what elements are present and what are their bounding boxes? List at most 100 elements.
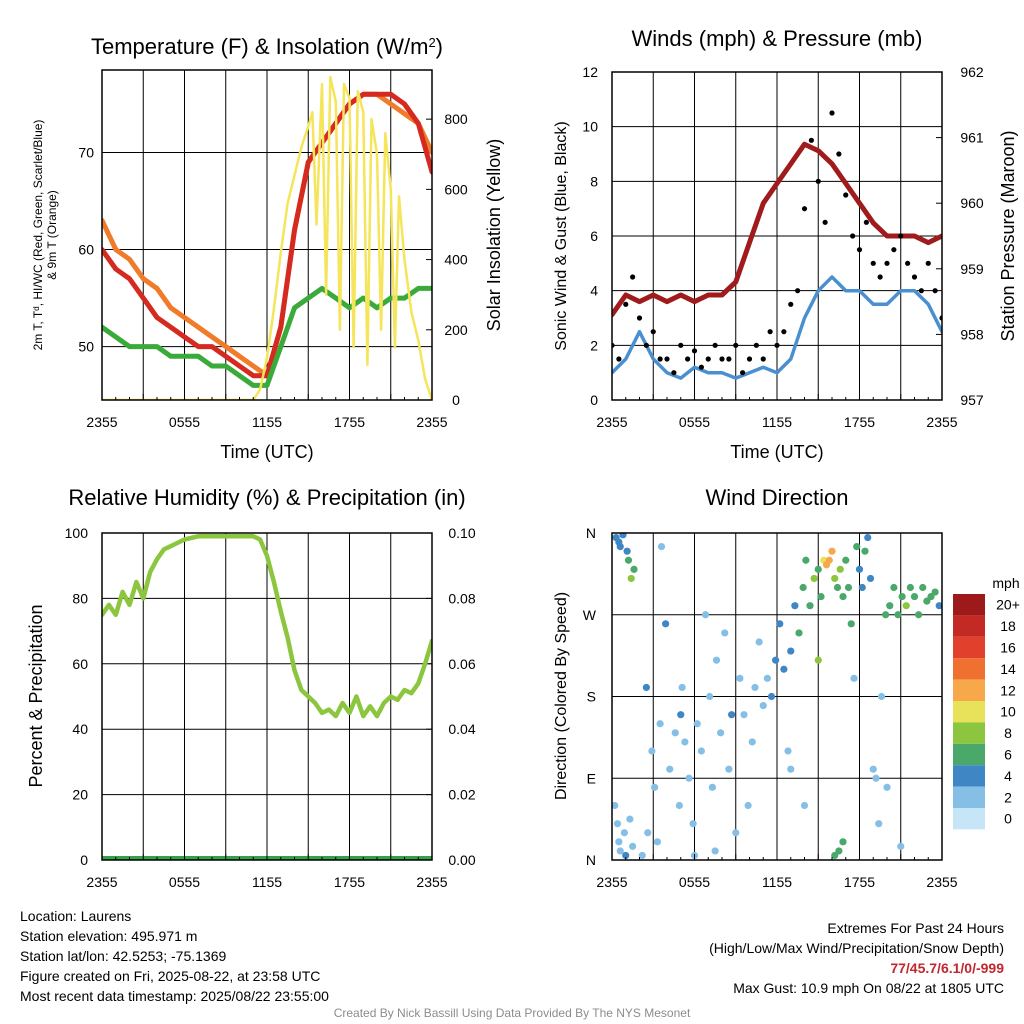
legend-label: 20+ bbox=[996, 597, 1020, 613]
gust-point bbox=[664, 356, 670, 362]
rh-line bbox=[102, 534, 432, 719]
direction-point bbox=[626, 815, 634, 823]
direction-point bbox=[675, 801, 683, 810]
legend-label: 12 bbox=[1000, 682, 1016, 698]
chart-title: Relative Humidity (%) & Precipitation (i… bbox=[68, 485, 465, 510]
chart-title: Wind Direction bbox=[705, 485, 848, 510]
direction-point bbox=[721, 629, 729, 637]
direction-point bbox=[850, 674, 858, 682]
direction-point bbox=[689, 820, 697, 828]
x-tick-label: 0555 bbox=[169, 874, 200, 890]
gust-point bbox=[884, 260, 890, 266]
gust-point bbox=[636, 315, 643, 321]
y-axis-label: Direction (Colored By Speed) bbox=[553, 592, 570, 800]
y-tick-label: 8 bbox=[590, 173, 598, 189]
direction-point bbox=[708, 783, 716, 791]
gust-point bbox=[767, 329, 773, 335]
direction-point bbox=[875, 820, 883, 828]
speed-legend: mph 20+ 18 16 14 12 10 8 6 4 2 0 bbox=[953, 575, 1020, 830]
direction-point bbox=[935, 602, 942, 610]
direction-point bbox=[906, 583, 914, 592]
direction-point bbox=[799, 583, 807, 592]
gust-point bbox=[781, 329, 787, 335]
y2-tick-label: 0.04 bbox=[448, 721, 475, 737]
direction-point bbox=[902, 602, 910, 610]
x-tick-label: 0555 bbox=[169, 414, 200, 430]
direction-point bbox=[831, 851, 839, 860]
direction-point bbox=[624, 556, 633, 564]
direction-point bbox=[894, 611, 902, 619]
direction-point bbox=[615, 838, 623, 846]
y-tick-label: N bbox=[586, 852, 596, 868]
direction-point bbox=[814, 565, 822, 573]
gust-point bbox=[726, 356, 732, 362]
x-tick-label: 1755 bbox=[844, 414, 875, 430]
gust-point bbox=[643, 342, 649, 348]
gust-point bbox=[788, 301, 794, 307]
direction-point bbox=[883, 783, 891, 791]
y-tick-label: E bbox=[587, 770, 596, 786]
y2-tick-label: 0.02 bbox=[448, 787, 475, 803]
y2-tick-label: 0.06 bbox=[448, 656, 475, 672]
gust-point bbox=[753, 342, 759, 348]
y2-tick-label: 960 bbox=[960, 195, 984, 211]
station-elevation: Station elevation: 495.971 m bbox=[20, 928, 198, 944]
direction-point bbox=[763, 674, 771, 682]
y-tick-label: 50 bbox=[78, 339, 94, 355]
direction-point bbox=[853, 543, 861, 551]
legend-swatch bbox=[953, 722, 985, 744]
y2-tick-label: 600 bbox=[444, 181, 468, 197]
direction-point bbox=[627, 574, 635, 583]
direction-point bbox=[630, 565, 638, 573]
gust-point bbox=[733, 342, 739, 348]
gust-point bbox=[630, 274, 636, 280]
series-line-2 bbox=[102, 285, 432, 388]
direction-point bbox=[814, 656, 822, 664]
direction-point bbox=[831, 574, 839, 583]
direction-point bbox=[869, 765, 877, 773]
direction-point bbox=[780, 665, 788, 673]
direction-point bbox=[800, 801, 809, 810]
x-tick-label: 2355 bbox=[416, 874, 447, 890]
y-tick-label: N bbox=[586, 525, 596, 541]
x-tick-label: 2355 bbox=[86, 414, 117, 430]
legend-swatch bbox=[953, 594, 985, 616]
gust-point bbox=[911, 274, 918, 280]
gust-point bbox=[891, 247, 897, 253]
gust-point bbox=[801, 206, 808, 212]
x-tick-label: 0555 bbox=[679, 414, 710, 430]
y-tick-label: S bbox=[587, 689, 596, 705]
direction-point bbox=[748, 738, 756, 746]
x-tick-label: 2355 bbox=[926, 414, 957, 430]
y2-tick-label: 958 bbox=[960, 326, 984, 342]
direction-point bbox=[767, 692, 776, 701]
y-tick-label: 80 bbox=[72, 590, 88, 606]
legend-label: 16 bbox=[1000, 640, 1016, 656]
gust-point bbox=[746, 356, 753, 362]
direction-point bbox=[898, 592, 906, 601]
direction-point bbox=[677, 711, 685, 719]
direction-point bbox=[616, 847, 624, 855]
direction-point bbox=[701, 611, 710, 619]
y2-tick-label: 400 bbox=[444, 252, 468, 268]
direction-point bbox=[759, 701, 767, 710]
y-tick-label: 60 bbox=[72, 656, 88, 672]
direction-point bbox=[712, 656, 721, 664]
legend-swatch bbox=[953, 679, 985, 701]
direction-point bbox=[817, 592, 825, 601]
gust-point bbox=[905, 260, 911, 266]
direction-point bbox=[678, 683, 686, 692]
legend-swatch bbox=[953, 615, 985, 637]
y-tick-label: 20 bbox=[72, 787, 88, 803]
x-tick-label: 1155 bbox=[252, 414, 282, 430]
gust-point bbox=[850, 233, 856, 239]
gust-point bbox=[932, 288, 938, 294]
gust-point bbox=[691, 348, 698, 354]
x-tick-label: 2355 bbox=[596, 874, 627, 890]
direction-point bbox=[839, 838, 847, 846]
gust-point bbox=[657, 356, 663, 362]
direction-point bbox=[810, 574, 818, 583]
direction-point bbox=[897, 842, 905, 850]
gust-point bbox=[925, 260, 931, 266]
gust-point bbox=[698, 364, 704, 370]
